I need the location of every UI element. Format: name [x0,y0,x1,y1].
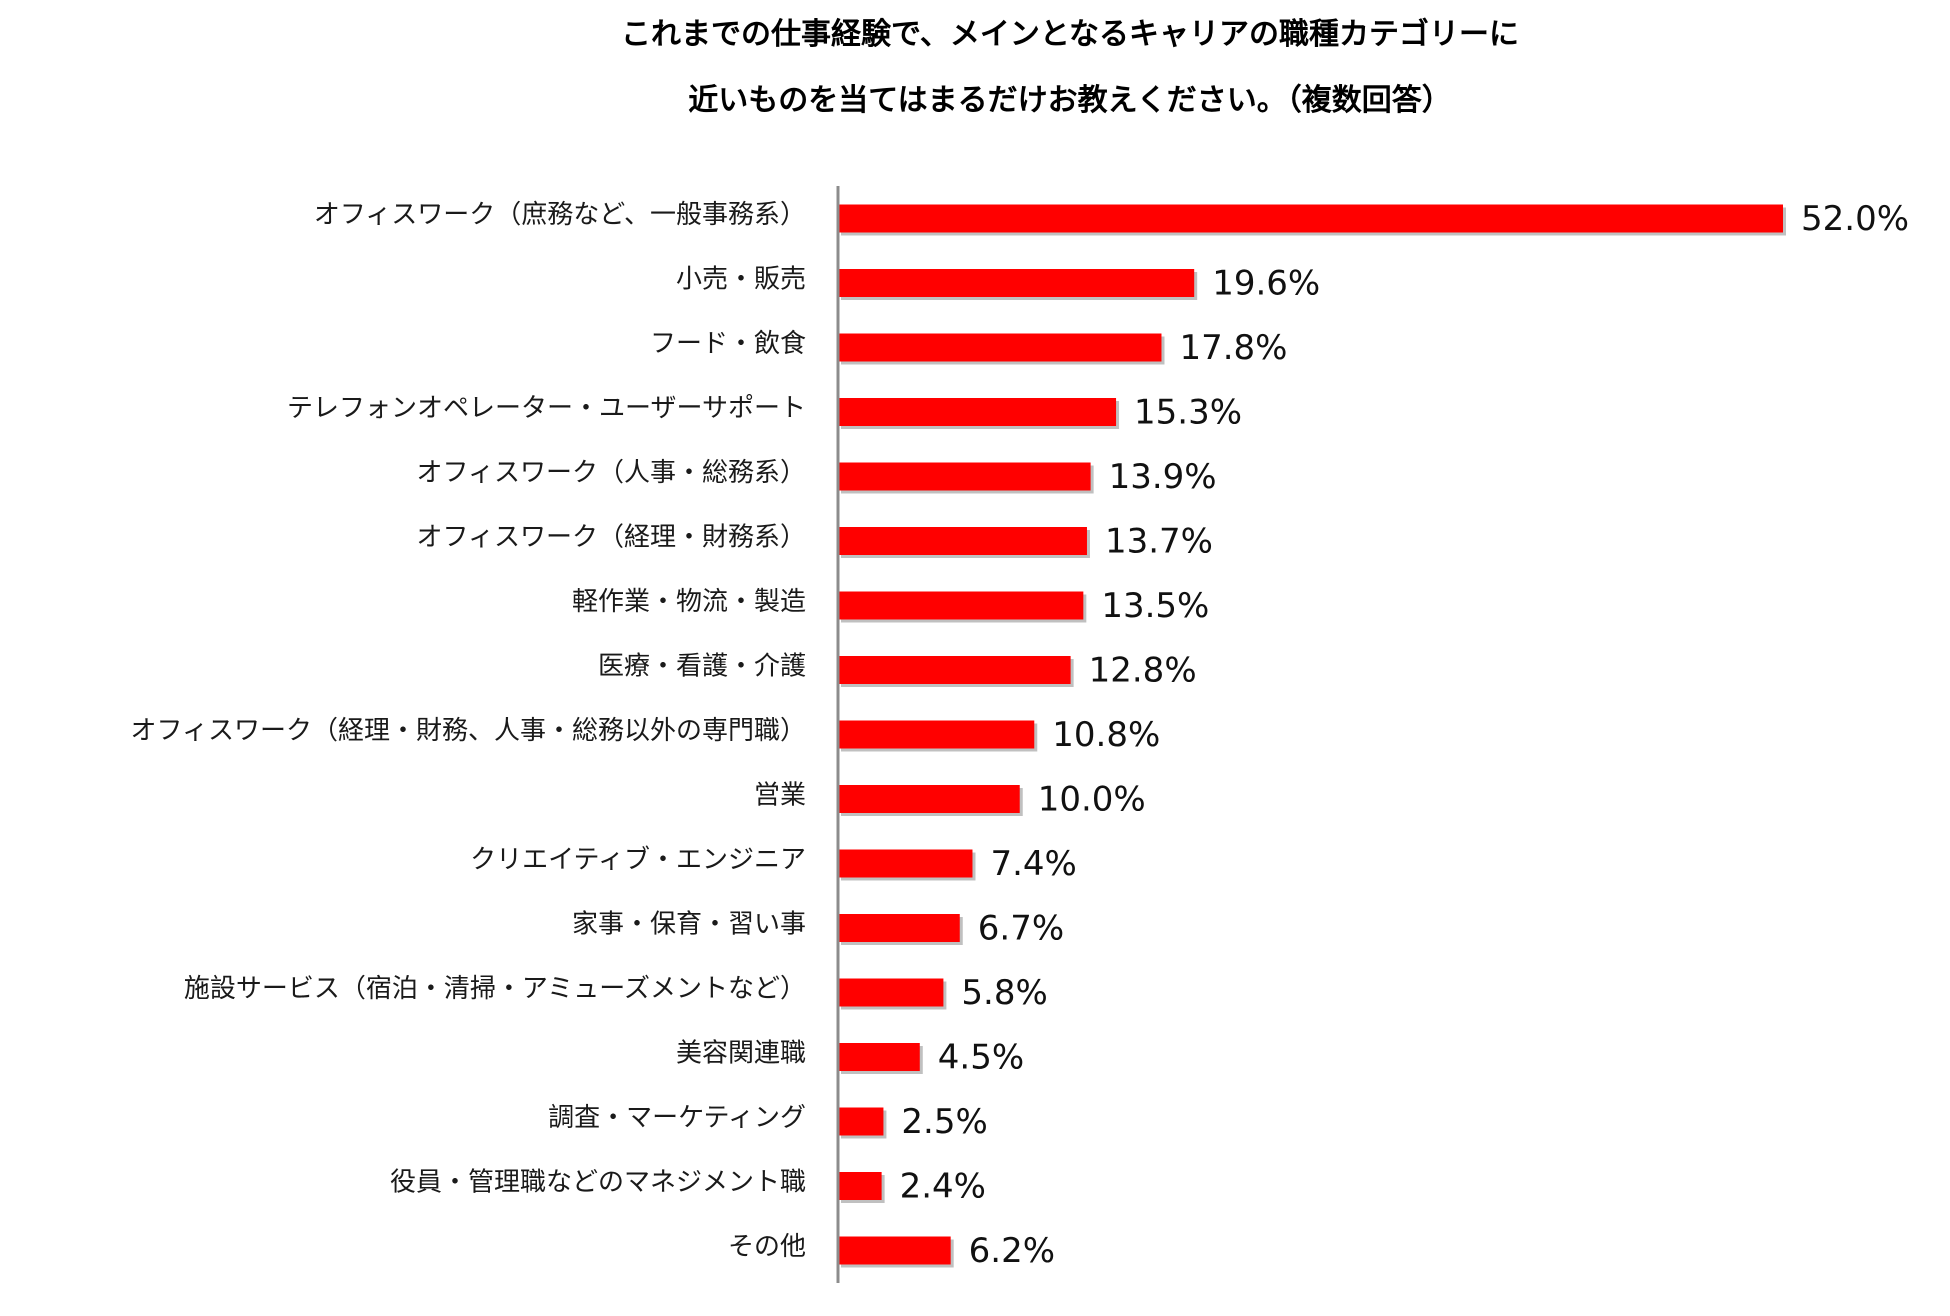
value-label: 10.0% [1038,780,1146,820]
bar [838,1172,882,1200]
chart-title: これまでの仕事経験で、メインとなるキャリアの職種カテゴリーに 近いものを当てはま… [0,14,1950,146]
category-label: 小売・販売 [676,265,806,295]
value-label: 2.4% [900,1167,986,1207]
category-label: クリエイティブ・エンジニア [470,845,806,875]
bar [838,527,1087,555]
value-label: 12.8% [1089,651,1197,691]
value-label: 10.8% [1052,715,1160,755]
bar [838,785,1020,813]
chart-title-line-1: これまでの仕事経験で、メインとなるキャリアの職種カテゴリーに [621,17,1519,52]
bar [838,914,960,942]
category-label: 役員・管理職などのマネジメント職 [390,1168,806,1198]
category-label: その他 [728,1232,806,1262]
bar [838,656,1071,684]
category-label: オフィスワーク（庶務など、一般事務系） [314,200,806,230]
bar [838,1107,884,1136]
bar [838,591,1084,620]
category-label: 営業 [754,781,806,811]
category-label: オフィスワーク（経理・財務系） [417,523,806,553]
category-label: 医療・看護・介護 [598,652,806,682]
value-label: 15.3% [1134,393,1242,433]
value-label: 6.7% [978,909,1064,949]
category-label: フード・飲食 [650,329,806,359]
value-label: 4.5% [938,1038,1024,1078]
bar [838,398,1117,426]
category-label: オフィスワーク（経理・財務、人事・総務以外の専門職） [131,716,806,746]
bar [838,720,1035,749]
bar [838,333,1162,362]
bar [838,269,1195,297]
value-label: 5.8% [961,973,1047,1013]
value-label: 52.0% [1801,199,1909,239]
value-label: 19.6% [1212,264,1320,304]
bar [838,1043,920,1071]
category-label: テレフォンオペレーター・ユーザーサポート [287,394,806,424]
bar [838,849,973,878]
category-label: 施設サービス（宿泊・清掃・アミューズメントなど） [184,974,806,1004]
value-label: 7.4% [990,844,1076,884]
value-label: 13.7% [1105,522,1213,562]
bars-layer [838,204,1786,1268]
bar [838,462,1091,491]
category-label: オフィスワーク（人事・総務系） [417,458,806,488]
bar [838,1236,951,1265]
bar [838,204,1783,233]
category-label: 美容関連職 [676,1039,806,1069]
value-label: 13.9% [1109,457,1217,497]
value-label: 17.8% [1179,328,1287,368]
value-label: 2.5% [901,1102,987,1142]
chart-title-line-2: 近いものを当てはまるだけお教えください。（複数回答） [688,83,1452,118]
labels-layer: オフィスワーク（庶務など、一般事務系） 52.0% 小売・販売 19.6% フード・飲食… [131,199,1910,1271]
value-label: 6.2% [969,1231,1055,1271]
category-label: 調査・マーケティング [548,1103,806,1133]
bar [838,978,944,1007]
category-label: 軽作業・物流・製造 [572,587,806,617]
value-label: 13.5% [1101,586,1209,626]
category-label: 家事・保育・習い事 [572,910,806,940]
